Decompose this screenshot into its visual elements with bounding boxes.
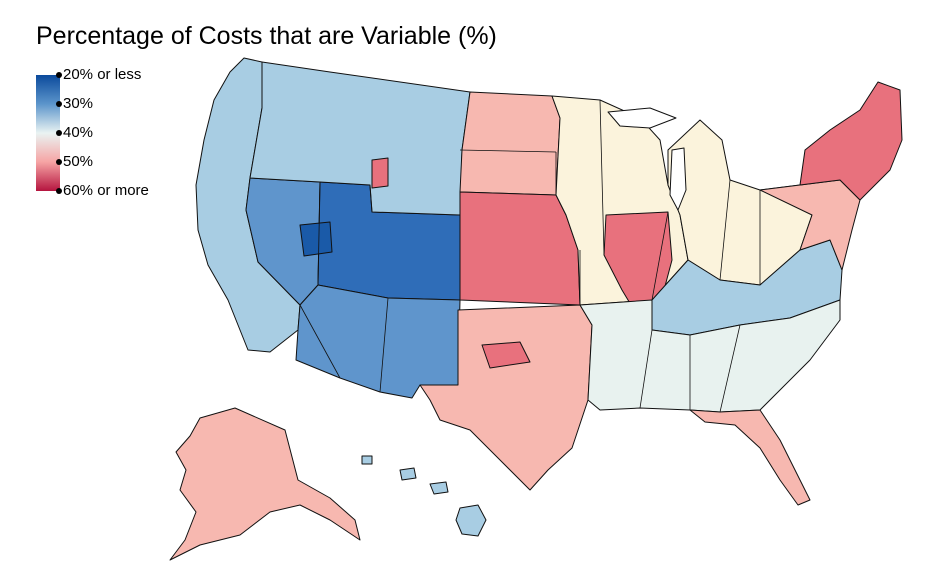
region-hawaii-big (455, 504, 487, 537)
color-legend: 20% or less 30% 40% 50% 60% or more (36, 66, 176, 199)
region-southeast (579, 299, 841, 413)
hotspot-oklahoma (481, 341, 531, 369)
lake-superior (607, 107, 677, 129)
region-new-england (799, 81, 903, 201)
legend-label-40: 40% (63, 124, 94, 141)
hotspot-wyoming (371, 157, 389, 189)
region-hawaii-maui (429, 481, 449, 495)
region-hawaii-kauai (361, 455, 373, 465)
legend-tick (56, 188, 62, 194)
region-southwest (295, 284, 461, 399)
region-northern-plains (459, 91, 561, 196)
region-florida (689, 409, 811, 506)
legend-tick (56, 101, 62, 107)
lake-michigan (669, 147, 687, 211)
legend-label-50: 50% (63, 153, 94, 170)
hotspot-utah-blue (299, 221, 333, 257)
legend-tick (56, 159, 62, 165)
map-title: Percentage of Costs that are Variable (%… (36, 22, 497, 50)
legend-label-30: 30% (63, 95, 94, 112)
region-alaska (169, 407, 361, 561)
legend-label-60: 60% or more (63, 182, 149, 199)
legend-tick (56, 130, 62, 136)
state-borders (299, 99, 761, 413)
legend-label-20: 20% or less (63, 66, 142, 83)
region-central-plains (459, 191, 581, 306)
legend-tick (56, 72, 62, 78)
region-hawaii-oahu (399, 467, 417, 481)
